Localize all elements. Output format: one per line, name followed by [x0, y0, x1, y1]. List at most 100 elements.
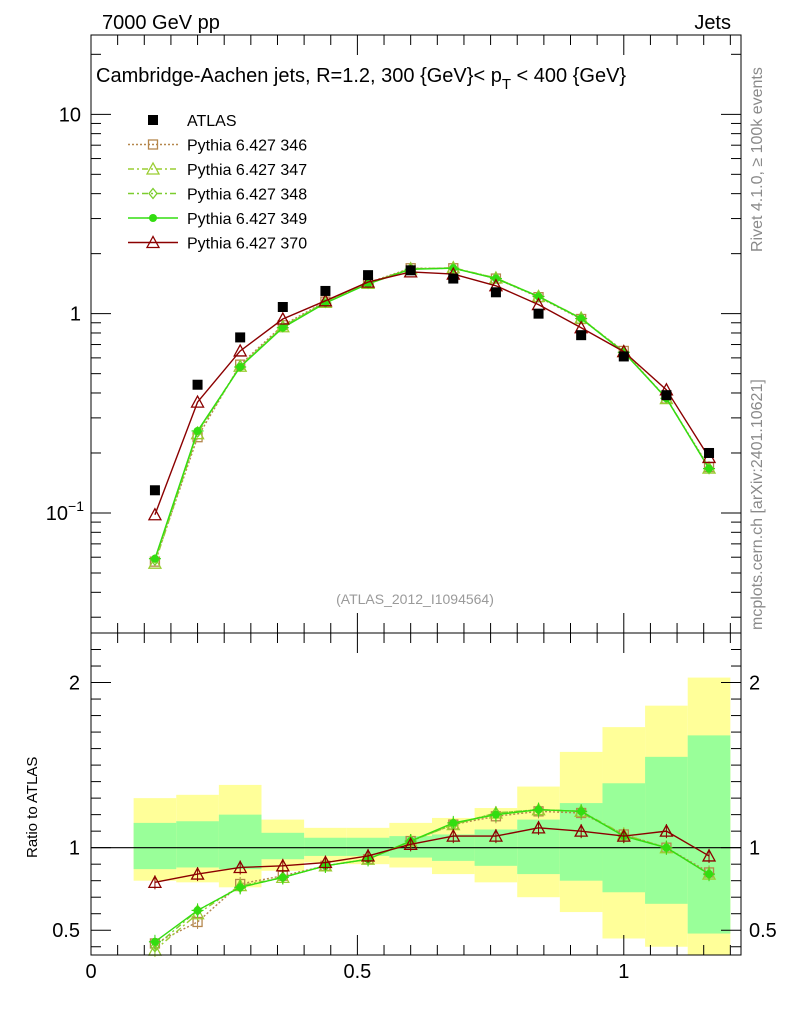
- ratio-line-5: [154, 827, 710, 884]
- ratio-line-4: [154, 808, 710, 943]
- ratio-point: [150, 940, 160, 953]
- ratio-point: [616, 828, 631, 842]
- atlas-point: [235, 332, 246, 343]
- atlas-point: [704, 447, 715, 458]
- legend-entry: Pythia 6.427 346: [128, 138, 307, 155]
- ratio-point: [360, 848, 376, 862]
- ratio-xtick-label: 1: [618, 961, 629, 983]
- inner-band: [261, 832, 305, 860]
- ratio-point: [234, 883, 247, 892]
- ratio-point: [488, 828, 504, 842]
- main-line-4: [154, 267, 710, 559]
- ratio-point: [403, 837, 418, 851]
- main-point: [233, 343, 248, 357]
- inner-band: [133, 822, 177, 870]
- main-point: [234, 362, 247, 371]
- atlas-point: [661, 390, 672, 401]
- ratio-point: [147, 874, 163, 888]
- ratio-point: [276, 873, 289, 882]
- main-point: [703, 464, 716, 473]
- legend-entry: ATLAS: [148, 113, 237, 130]
- main-point: [318, 293, 333, 307]
- ratio-point: [575, 807, 588, 816]
- atlas-point: [405, 265, 416, 276]
- atlas-point: [363, 270, 374, 281]
- ratio-point: [233, 860, 248, 874]
- main-point: [147, 507, 163, 521]
- main-point: [275, 311, 290, 325]
- inner-band: [687, 735, 731, 934]
- inner-band: [304, 837, 347, 856]
- legend-marker: [147, 139, 159, 150]
- legend-marker: [148, 115, 158, 125]
- ratio-ytick-label-right: 0.5: [749, 920, 777, 942]
- ratio-line-3: [154, 808, 710, 948]
- ratio-point: [446, 828, 461, 842]
- legend-label: Pythia 6.427 346: [187, 138, 307, 155]
- legend-label: Pythia 6.427 370: [187, 236, 307, 253]
- main-point: [360, 274, 376, 288]
- atlas-point: [618, 351, 629, 362]
- ratio-point: [703, 870, 716, 879]
- legend-entry: Pythia 6.427 348: [128, 187, 307, 204]
- main-point: [190, 394, 205, 408]
- atlas-point: [320, 285, 331, 296]
- ratio-ytick-label: 2: [69, 673, 80, 695]
- legend-marker: [145, 161, 161, 175]
- legend-marker: [145, 235, 161, 249]
- mcplots-label: mcplots.cern.ch [arXiv:2401.10621]: [749, 379, 766, 630]
- atlas-point: [490, 287, 501, 298]
- atlas-point: [192, 379, 203, 390]
- reference-label: (ATLAS_2012_I1094564): [336, 591, 494, 607]
- main-line-2: [154, 267, 710, 564]
- legend-entry: Pythia 6.427 349: [128, 211, 307, 228]
- ratio-point: [190, 866, 205, 880]
- main-point: [532, 292, 545, 301]
- ratio-xtick-label: 0: [85, 961, 96, 983]
- atlas-point: [576, 330, 587, 341]
- main-ytick-label: 10−1: [46, 498, 84, 525]
- legend-entry: Pythia 6.427 347: [128, 161, 307, 179]
- main-point: [191, 426, 204, 435]
- ratio-point: [318, 855, 333, 869]
- ratio-frame: [90, 632, 742, 956]
- ratio-point: [660, 843, 673, 852]
- main-line-3: [154, 267, 710, 561]
- ratio-ytick-label: 1: [69, 838, 80, 860]
- main-panel: 10 1 10−1 Cambridge-Aachen jets, R=1.2, 30…: [46, 34, 742, 634]
- ratio-point: [489, 810, 502, 819]
- ratio-ytick-label-right: 2: [749, 673, 760, 695]
- main-point: [575, 314, 588, 323]
- atlas-point: [533, 308, 544, 319]
- ratio-point: [659, 823, 674, 837]
- ratio-point: [275, 858, 290, 872]
- uncertainty-bands: [133, 677, 731, 955]
- atlas-point: [448, 273, 459, 284]
- legend: ATLAS Pythia 6.427 346 Pythia 6.427 347 Pyt…: [128, 113, 307, 253]
- main-line-5: [154, 271, 710, 515]
- legend-marker: [147, 214, 159, 222]
- main-axes: 10 1 10−1: [46, 35, 741, 633]
- legend-label: Pythia 6.427 349: [187, 211, 307, 228]
- main-point: [276, 323, 289, 332]
- main-series-layer: [147, 260, 717, 569]
- atlas-point: [149, 485, 160, 496]
- ratio-point: [148, 937, 161, 946]
- main-ytick-label: 10: [59, 104, 81, 126]
- energy-label: 7000 GeV pp: [102, 12, 220, 34]
- inner-band: [218, 814, 262, 870]
- legend-entry: Pythia 6.427 370: [128, 235, 307, 253]
- ratio-point: [574, 823, 589, 837]
- main-point: [147, 555, 163, 569]
- atlas-point: [277, 301, 288, 312]
- main-ytick-label: 1: [70, 304, 81, 326]
- ratio-ylabel: Ratio to ATLAS: [24, 757, 41, 858]
- legend-label: Pythia 6.427 348: [187, 187, 307, 204]
- ratio-xtick-label: 0.5: [343, 961, 371, 983]
- ratio-ytick-label: 0.5: [52, 920, 80, 942]
- ratio-point: [701, 848, 717, 862]
- category-label: Jets: [694, 12, 731, 34]
- rivet-label: Rivet 4.1.0, ≥ 100k events: [749, 67, 766, 252]
- ratio-ytick-label-right: 1: [749, 838, 760, 860]
